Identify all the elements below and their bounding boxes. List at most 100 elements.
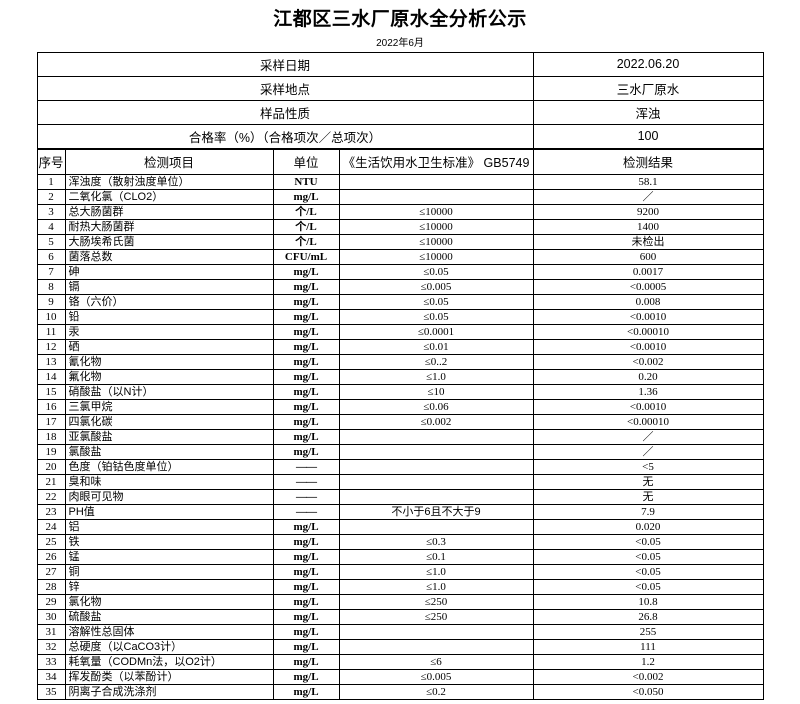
cell-standard: ≤1.0 [338, 578, 534, 595]
cell-unit: mg/L [272, 638, 340, 655]
cell-item: 硒 [64, 338, 274, 355]
cell-result: <0.0005 [532, 278, 764, 295]
cell-no: 32 [36, 638, 66, 655]
table-row: 19 氯酸盐 mg/L ／ [36, 443, 764, 460]
cell-unit: mg/L [272, 413, 340, 430]
cell-no: 27 [36, 563, 66, 580]
table-row: 18 亚氯酸盐 mg/L ／ [36, 428, 764, 445]
cell-result: 1.36 [532, 383, 764, 400]
cell-result: ／ [532, 428, 764, 445]
cell-result: <0.05 [532, 533, 764, 550]
table-row: 31 溶解性总固体 mg/L 255 [36, 623, 764, 640]
cell-standard: ≤10000 [338, 203, 534, 220]
cell-standard: ≤0.06 [338, 398, 534, 415]
cell-result: <0.05 [532, 548, 764, 565]
cell-standard: ≤0.005 [338, 278, 534, 295]
cell-item: 铅 [64, 308, 274, 325]
cell-item: 亚氯酸盐 [64, 428, 274, 445]
cell-result: <0.00010 [532, 323, 764, 340]
cell-standard: ≤250 [338, 608, 534, 625]
cell-no: 4 [36, 218, 66, 235]
cell-standard: ≤10000 [338, 233, 534, 250]
cell-standard [338, 443, 534, 460]
cell-standard: ≤10 [338, 383, 534, 400]
cell-result: ／ [532, 188, 764, 205]
cell-standard: ≤1.0 [338, 563, 534, 580]
cell-unit: mg/L [272, 263, 340, 280]
cell-standard: ≤1.0 [338, 368, 534, 385]
sample-info-value: 三水厂原水 [532, 75, 764, 101]
table-row: 16 三氯甲烷 mg/L ≤0.06 <0.0010 [36, 398, 764, 415]
cell-no: 22 [36, 488, 66, 505]
cell-unit: mg/L [272, 623, 340, 640]
cell-item: 肉眼可见物 [64, 488, 274, 505]
cell-standard: ≤0.0001 [338, 323, 534, 340]
column-header-item: 检测项目 [64, 148, 274, 175]
sample-info-value: 2022.06.20 [532, 51, 764, 77]
cell-standard: ≤0.1 [338, 548, 534, 565]
cell-result: 0.0017 [532, 263, 764, 280]
cell-no: 8 [36, 278, 66, 295]
cell-unit: mg/L [272, 608, 340, 625]
cell-no: 34 [36, 668, 66, 685]
cell-standard: ≤0.2 [338, 683, 534, 700]
cell-item: 铬（六价） [64, 293, 274, 310]
cell-standard: ≤250 [338, 593, 534, 610]
table-row: 24 铝 mg/L 0.020 [36, 518, 764, 535]
cell-unit: 个/L [272, 203, 340, 220]
sample-info-label: 采样地点 [36, 75, 534, 101]
cell-unit: mg/L [272, 548, 340, 565]
cell-no: 3 [36, 203, 66, 220]
cell-unit: mg/L [272, 323, 340, 340]
cell-item: 大肠埃希氏菌 [64, 233, 274, 250]
sample-info-table: 采样日期 2022.06.20 采样地点 三水厂原水 样品性质 浑浊 合格率（%）（合格项次… [36, 51, 764, 149]
cell-item: 氟化物 [64, 368, 274, 385]
page-title: 江都区三水厂原水全分析公示 [273, 9, 527, 30]
table-row: 34 挥发酚类（以苯酚计） mg/L ≤0.005 <0.002 [36, 668, 764, 685]
sample-info-row: 采样日期 2022.06.20 [36, 51, 764, 77]
cell-result: <0.05 [532, 578, 764, 595]
cell-result: <0.002 [532, 668, 764, 685]
cell-standard: ≤0.005 [338, 668, 534, 685]
table-header-row: 序号 检测项目 单位 《生活饮用水卫生标准》 GB5749 检测结果 [36, 148, 764, 175]
table-row: 10 铅 mg/L ≤0.05 <0.0010 [36, 308, 764, 325]
sample-info-label: 采样日期 [36, 51, 534, 77]
cell-no: 19 [36, 443, 66, 460]
table-row: 20 色度（铂钴色度单位） —— <5 [36, 458, 764, 475]
cell-unit: mg/L [272, 653, 340, 670]
cell-item: 阴离子合成洗涤剂 [64, 683, 274, 700]
cell-item: 臭和味 [64, 473, 274, 490]
cell-unit: mg/L [272, 443, 340, 460]
cell-standard [338, 188, 534, 205]
cell-no: 23 [36, 503, 66, 520]
cell-unit: 个/L [272, 233, 340, 250]
cell-no: 33 [36, 653, 66, 670]
cell-no: 35 [36, 683, 66, 700]
cell-result: <0.0010 [532, 308, 764, 325]
cell-no: 24 [36, 518, 66, 535]
cell-result: <0.050 [532, 683, 764, 700]
cell-no: 26 [36, 548, 66, 565]
cell-item: 总硬度（以CaCO3计） [64, 638, 274, 655]
cell-item: 铁 [64, 533, 274, 550]
cell-result: 1.2 [532, 653, 764, 670]
cell-unit: mg/L [272, 308, 340, 325]
cell-result: 无 [532, 488, 764, 505]
cell-unit: mg/L [272, 518, 340, 535]
cell-no: 25 [36, 533, 66, 550]
cell-unit: mg/L [272, 338, 340, 355]
cell-standard: ≤10000 [338, 248, 534, 265]
table-row: 35 阴离子合成洗涤剂 mg/L ≤0.2 <0.050 [36, 683, 764, 700]
cell-result: 0.20 [532, 368, 764, 385]
cell-no: 14 [36, 368, 66, 385]
cell-result: 58.1 [532, 173, 764, 190]
table-row: 13 氰化物 mg/L ≤0..2 <0.002 [36, 353, 764, 370]
cell-result: ／ [532, 443, 764, 460]
cell-unit: mg/L [272, 563, 340, 580]
column-header-unit: 单位 [272, 148, 340, 175]
table-row: 4 耐热大肠菌群 个/L ≤10000 1400 [36, 218, 764, 235]
cell-item: 锌 [64, 578, 274, 595]
cell-no: 1 [36, 173, 66, 190]
cell-unit: —— [272, 503, 340, 520]
cell-item: 菌落总数 [64, 248, 274, 265]
